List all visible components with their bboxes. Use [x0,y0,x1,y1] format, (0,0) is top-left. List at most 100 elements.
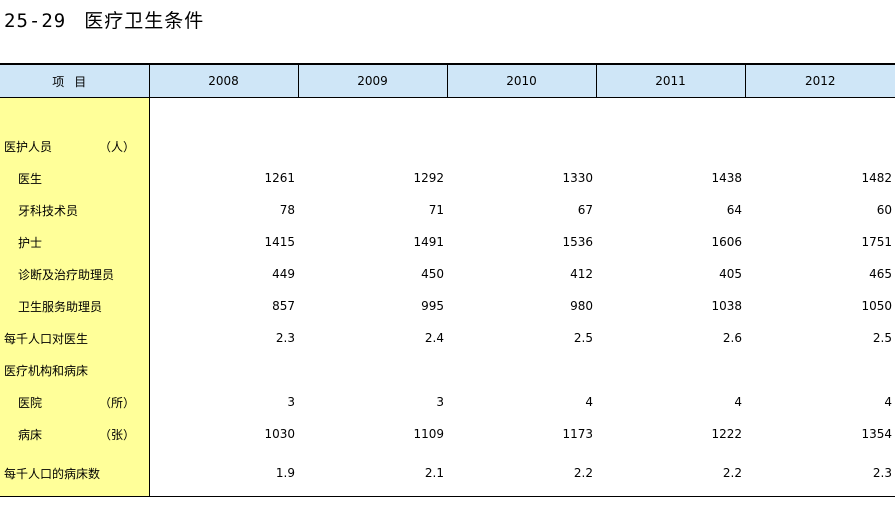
table-cell: 1491 [413,235,444,249]
header-row: 项目 2008 2009 2010 2011 2012 [0,63,895,98]
table-row: 病床 （张） 1030 1109 1173 1222 1354 [0,418,895,450]
table-cell: 2.5 [573,331,593,345]
table-cell: 1109 [413,427,444,441]
table-cell: 71 [428,203,444,217]
table-cell: 465 [869,267,892,281]
table-cell: 2.3 [275,331,295,345]
table-row: 牙科技术员 78 71 67 64 60 [0,194,895,226]
table-cell: 1222 [711,427,742,441]
row-label-text: 卫生服务助理员 [18,299,103,314]
header-year: 2009 [297,63,447,98]
row-label-text: 医院 [18,395,43,410]
table-row: 护士 1415 1491 1536 1606 1751 [0,226,895,258]
table-row: 卫生服务助理员 857 995 980 1038 1050 [0,290,895,322]
table-cell: 1438 [711,171,742,185]
header-year: 2010 [446,63,596,98]
table-body: 医护人员 （人） 医生 1261 1292 1330 1438 1482 牙科技术员 78 71 67… [0,97,895,497]
row-label: 每千人口的病床数 [0,450,150,497]
table-cell: 67 [577,203,593,217]
table-cell: 64 [726,203,742,217]
table-cell: 2.3 [745,450,895,497]
table-cell [745,354,895,386]
table-cell: 60 [876,203,892,217]
header-item: 项目 [0,63,149,98]
row-label: 护士 [0,226,150,258]
table-cell [149,354,298,386]
table-cell: 4 [884,395,892,409]
table-cell: 3 [436,395,444,409]
table-cell: 1050 [861,299,892,313]
table-cell: 1030 [264,427,295,441]
row-label: 医院 （所） [0,386,150,418]
row-label-text: 每千人口的病床数 [4,466,101,481]
table-row: 医疗机构和病床 [0,354,895,386]
table-cell: 1.9 [149,450,298,497]
row-label [0,97,150,130]
table-cell: 412 [570,267,593,281]
table-cell: 1415 [264,235,295,249]
row-label: 医生 [0,162,150,194]
table-cell: 2.2 [596,450,745,497]
table-code: 25-29 [4,10,67,32]
table-row: 诊断及治疗助理员 449 450 412 405 465 [0,258,895,290]
table-cell: 2.4 [424,331,444,345]
row-label: 卫生服务助理员 [0,290,150,322]
header-year: 2012 [744,63,895,98]
table-cell: 995 [421,299,444,313]
row-label-text: 医生 [18,171,43,186]
table-cell: 1173 [562,427,593,441]
table-cell [298,130,447,162]
table-cell: 1482 [861,171,892,185]
table-cell: 3 [287,395,295,409]
row-label: 医护人员 （人） [0,130,150,162]
table-row: 医护人员 （人） [0,130,895,162]
table-cell: 449 [272,267,295,281]
table-cell [298,354,447,386]
table-cell: 1354 [861,427,892,441]
table-cell [149,130,298,162]
header-year: 2011 [595,63,745,98]
table-cell: 1536 [562,235,593,249]
table-cell: 980 [570,299,593,313]
table-cell: 1261 [264,171,295,185]
table-cell: 1038 [711,299,742,313]
table-row: 医院 （所） 3 3 4 4 4 [0,386,895,418]
table-cell [745,130,895,162]
row-label-text: 护士 [18,235,43,250]
table-cell [447,130,596,162]
table-title: 医疗卫生条件 [84,10,205,32]
table-row: 医生 1261 1292 1330 1438 1482 [0,162,895,194]
row-label-text: 牙科技术员 [18,203,79,218]
row-label: 诊断及治疗助理员 [0,258,150,290]
row-unit: （张） [99,427,136,442]
table-cell: 1330 [562,171,593,185]
table-cell: 857 [272,299,295,313]
table-cell: 78 [279,203,295,217]
row-label-text: 医护人员 [4,139,53,154]
page-title: 25-29 医疗卫生条件 [4,6,204,33]
table-cell: 2.1 [298,450,447,497]
spacer-row [0,97,895,130]
table-cell: 4 [585,395,593,409]
table-cell: 4 [734,395,742,409]
data-table-container: 项目 2008 2009 2010 2011 2012 医护人员 （人） 医生 126… [0,63,895,513]
table-cell: 450 [421,267,444,281]
table-cell [447,354,596,386]
data-table: 项目 2008 2009 2010 2011 2012 医护人员 （人） 医生 126… [0,63,895,497]
table-row: 每千人口的病床数 1.9 2.1 2.2 2.2 2.3 [0,450,895,497]
table-cell: 2.5 [872,331,892,345]
table-cell [596,130,745,162]
table-cell: 2.2 [447,450,596,497]
row-label: 每千人口对医生 [0,322,150,354]
row-label: 牙科技术员 [0,194,150,226]
row-label: 医疗机构和病床 [0,354,150,386]
table-row: 每千人口对医生 2.3 2.4 2.5 2.6 2.5 [0,322,895,354]
row-unit: （人） [99,139,136,154]
table-cell: 1292 [413,171,444,185]
row-label: 病床 （张） [0,418,150,450]
row-label-text: 诊断及治疗助理员 [18,267,115,282]
row-label-text: 病床 [18,427,43,442]
table-cell: 1751 [861,235,892,249]
header-year: 2008 [148,63,298,98]
row-unit: （所） [99,395,136,410]
